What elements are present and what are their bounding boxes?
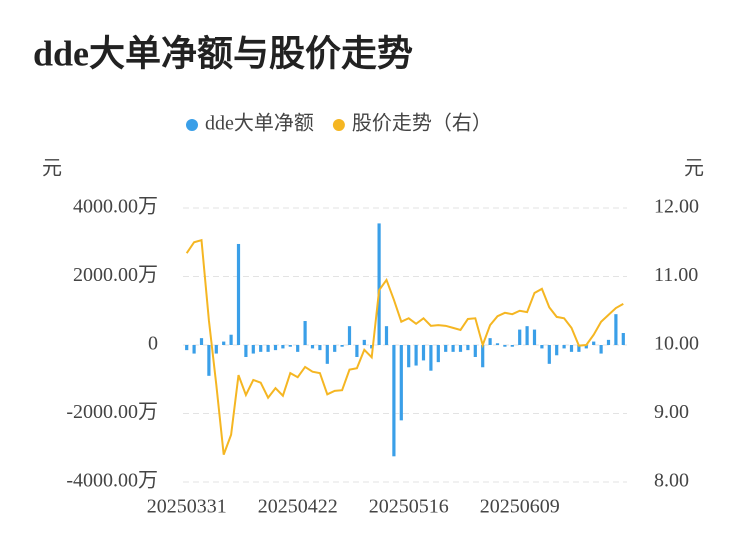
bar bbox=[259, 345, 263, 352]
bar bbox=[562, 345, 566, 349]
y2-tick-label: 9.00 bbox=[654, 401, 689, 423]
bar bbox=[525, 326, 529, 345]
bar bbox=[606, 339, 611, 345]
bar bbox=[473, 345, 477, 357]
bar bbox=[229, 334, 233, 345]
bar bbox=[614, 314, 618, 345]
bar bbox=[310, 345, 315, 349]
y2-tick-label: 11.00 bbox=[654, 264, 698, 286]
bar bbox=[296, 345, 300, 352]
bar bbox=[244, 345, 248, 357]
y-tick-label: 2000.00万 bbox=[73, 264, 158, 286]
bar bbox=[399, 345, 403, 421]
bar bbox=[488, 338, 492, 345]
bar bbox=[436, 345, 440, 363]
bar bbox=[303, 321, 307, 345]
bar bbox=[429, 345, 433, 371]
bar bbox=[236, 243, 241, 345]
bar bbox=[584, 345, 588, 349]
bar bbox=[362, 339, 366, 345]
bar bbox=[510, 345, 514, 347]
bar bbox=[518, 329, 522, 345]
bar bbox=[340, 345, 344, 347]
bar bbox=[407, 345, 411, 368]
bar bbox=[466, 345, 470, 351]
bar bbox=[577, 345, 581, 352]
bar bbox=[495, 343, 500, 345]
bar bbox=[281, 345, 285, 349]
bar bbox=[384, 326, 389, 345]
bar bbox=[377, 223, 381, 345]
bar bbox=[185, 345, 189, 351]
legend-label: dde大单净额 bbox=[205, 112, 314, 135]
bar bbox=[592, 341, 596, 345]
x-tick-label: 20250422 bbox=[258, 496, 338, 518]
y2-axis-label: 元 bbox=[684, 158, 704, 180]
bar bbox=[192, 345, 196, 354]
chart-title: dde大单净额与股价走势 bbox=[33, 33, 413, 73]
bar bbox=[370, 345, 374, 349]
bar bbox=[392, 345, 396, 457]
bar bbox=[347, 326, 352, 345]
bar bbox=[532, 329, 537, 345]
bar bbox=[207, 345, 211, 376]
bar bbox=[288, 345, 292, 347]
bar bbox=[199, 338, 204, 345]
bar bbox=[414, 345, 418, 366]
y2-tick-label: 8.00 bbox=[654, 470, 689, 492]
x-tick-label: 20250609 bbox=[480, 496, 560, 518]
bar bbox=[273, 345, 278, 351]
bar bbox=[458, 345, 463, 352]
y-tick-label: -2000.00万 bbox=[66, 401, 158, 423]
bar bbox=[481, 345, 485, 368]
bar bbox=[318, 345, 322, 351]
bar bbox=[421, 345, 426, 361]
y-tick-label: 4000.00万 bbox=[73, 196, 158, 218]
bar bbox=[214, 345, 218, 354]
bar bbox=[251, 345, 255, 354]
y-tick-label: 0 bbox=[148, 333, 158, 355]
bar bbox=[555, 345, 559, 356]
y-axis-label: 元 bbox=[42, 158, 62, 180]
bar bbox=[444, 345, 448, 352]
bar bbox=[266, 345, 270, 352]
y2-tick-label: 10.00 bbox=[654, 333, 699, 355]
bar bbox=[540, 345, 544, 349]
bar bbox=[621, 333, 625, 345]
bar bbox=[503, 345, 507, 347]
bar bbox=[222, 341, 226, 345]
bar bbox=[325, 345, 329, 364]
y-tick-label: -4000.00万 bbox=[66, 470, 158, 492]
bar bbox=[547, 345, 551, 364]
bar bbox=[599, 345, 603, 354]
bar bbox=[451, 345, 455, 352]
x-tick-label: 20250516 bbox=[369, 496, 449, 518]
legend-marker bbox=[332, 119, 345, 131]
bar bbox=[355, 345, 359, 357]
price-line bbox=[185, 238, 624, 455]
legend-marker bbox=[186, 119, 198, 131]
x-tick-label: 20250331 bbox=[147, 496, 227, 518]
bar bbox=[569, 345, 574, 352]
y2-tick-label: 12.00 bbox=[654, 196, 699, 218]
legend-label: 股价走势（右） bbox=[352, 112, 492, 135]
bar bbox=[333, 345, 337, 352]
